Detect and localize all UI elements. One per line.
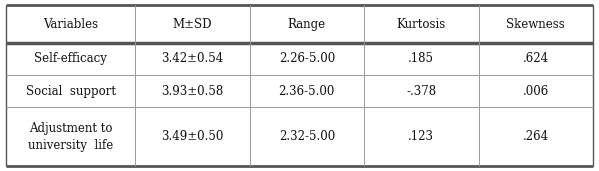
Text: Variables: Variables — [43, 17, 98, 30]
Text: Skewness: Skewness — [506, 17, 565, 30]
Text: -.378: -.378 — [406, 85, 436, 98]
Text: 3.93±0.58: 3.93±0.58 — [161, 85, 223, 98]
Text: Social  support: Social support — [26, 85, 116, 98]
Text: 2.32-5.00: 2.32-5.00 — [279, 130, 335, 143]
Text: .123: .123 — [409, 130, 434, 143]
Text: 2.36-5.00: 2.36-5.00 — [279, 85, 335, 98]
Text: M±SD: M±SD — [173, 17, 212, 30]
Text: Adjustment to
university  life: Adjustment to university life — [28, 122, 113, 152]
Text: Range: Range — [288, 17, 326, 30]
Text: .264: .264 — [523, 130, 549, 143]
Text: .624: .624 — [523, 52, 549, 65]
Text: .006: .006 — [523, 85, 549, 98]
Text: Kurtosis: Kurtosis — [397, 17, 446, 30]
Text: 3.49±0.50: 3.49±0.50 — [161, 130, 223, 143]
Text: Self-efficacy: Self-efficacy — [34, 52, 107, 65]
Text: 2.26-5.00: 2.26-5.00 — [279, 52, 335, 65]
Text: .185: .185 — [409, 52, 434, 65]
Text: 3.42±0.54: 3.42±0.54 — [161, 52, 223, 65]
